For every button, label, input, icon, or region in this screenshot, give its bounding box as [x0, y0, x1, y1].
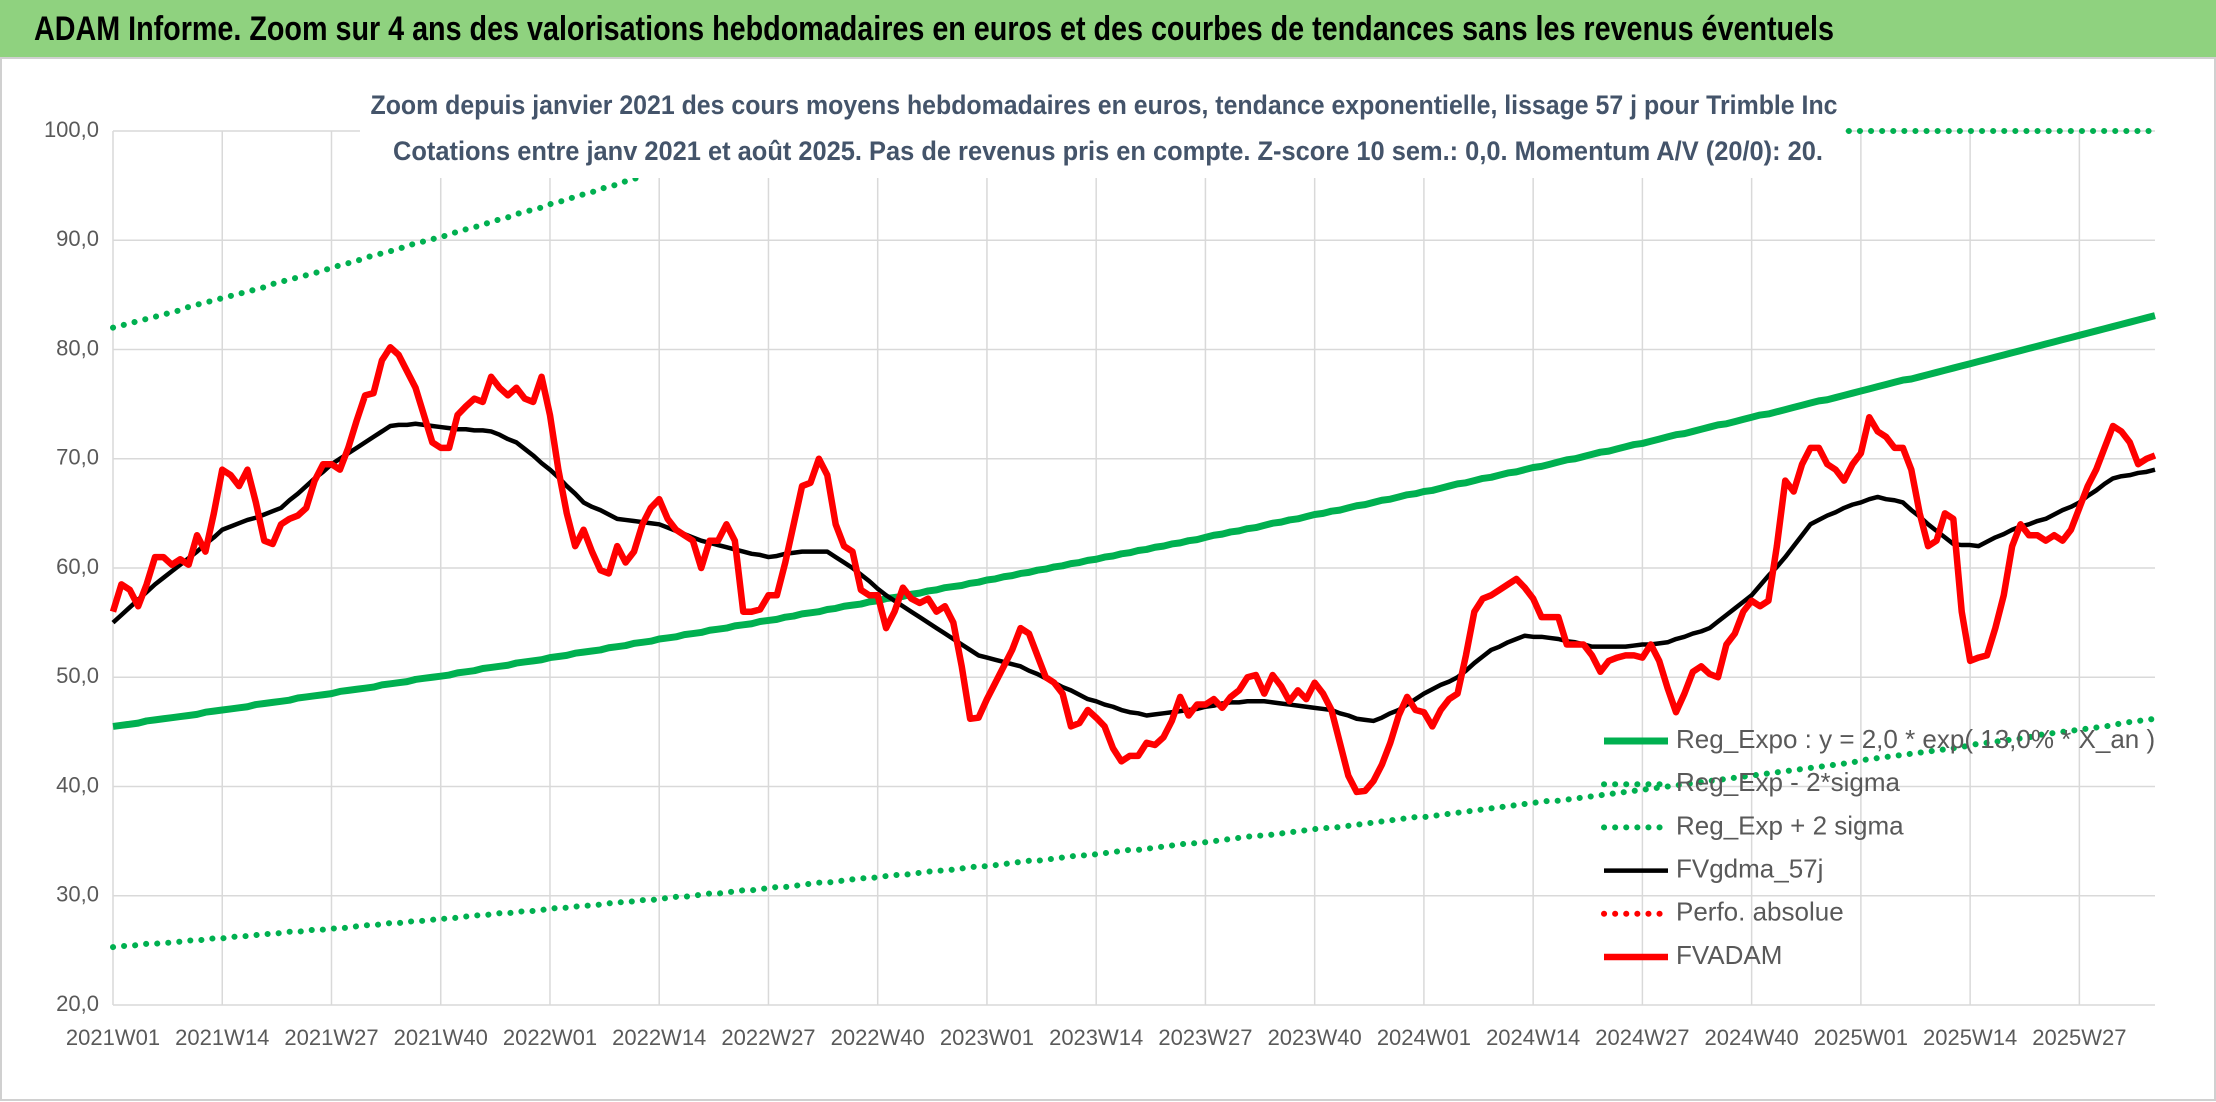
y-tick-label: 80,0 [56, 335, 99, 360]
series-line [109, 344, 2157, 796]
series-line [112, 312, 2156, 730]
x-tick-label: 2022W14 [612, 1025, 706, 1050]
x-tick-label: 2024W14 [1486, 1025, 1580, 1050]
y-tick-label: 50,0 [56, 663, 99, 688]
legend-label: FVADAM [1676, 940, 1782, 970]
x-tick-label: 2025W27 [2032, 1025, 2126, 1050]
y-tick-label: 30,0 [56, 882, 99, 907]
subtitle-box: Zoom depuis janvier 2021 des cours moyen… [360, 84, 1845, 178]
y-tick-label: 100,0 [44, 117, 99, 142]
x-tick-label: 2024W27 [1595, 1025, 1689, 1050]
y-tick-label: 90,0 [56, 226, 99, 251]
legend-label: Reg_Exp + 2 sigma [1676, 810, 1904, 840]
x-tick-label: 2023W01 [940, 1025, 1034, 1050]
x-tick-label: 2021W40 [394, 1025, 488, 1050]
x-tick-label: 2022W01 [503, 1025, 597, 1050]
y-tick-label: 60,0 [56, 554, 99, 579]
x-tick-label: 2024W40 [1705, 1025, 1799, 1050]
subtitle: Cotations entre janv 2021 et août 2025. … [393, 136, 1823, 166]
x-tick-label: 2022W27 [721, 1025, 815, 1050]
subtitle-background [360, 84, 1845, 178]
x-tick-label: 2023W40 [1268, 1025, 1362, 1050]
chart-border [0, 57, 2216, 1101]
title-banner [0, 0, 2216, 58]
x-tick-label: 2021W14 [175, 1025, 269, 1050]
legend-label: FVgdma_57j [1676, 853, 1823, 883]
x-tick-label: 2025W01 [1814, 1025, 1908, 1050]
x-tick-label: 2023W27 [1158, 1025, 1252, 1050]
x-tick-label: 2021W27 [284, 1025, 378, 1050]
y-tick-label: 70,0 [56, 445, 99, 470]
legend-label: Reg_Exp - 2*sigma [1676, 767, 1901, 797]
y-tick-label: 20,0 [56, 991, 99, 1016]
x-tick-label: 2022W40 [831, 1025, 925, 1050]
x-tick-label: 2025W14 [1923, 1025, 2017, 1050]
y-tick-label: 40,0 [56, 772, 99, 797]
legend: Reg_Expo : y = 2,0 * exp( 13,0% * X_an )… [1601, 724, 2155, 970]
grid: 20,0 30,0 40,0 50,0 60,0 70,0 80,0 90,0 100,0 202… [44, 117, 2155, 1050]
x-tick-label: 2023W14 [1049, 1025, 1143, 1050]
series-line [110, 715, 2158, 951]
legend-label: Reg_Expo : y = 2,0 * exp( 13,0% * X_an ) [1676, 724, 2155, 754]
chart-title: ADAM Informe. Zoom sur 4 ans des valoris… [34, 10, 1834, 48]
x-tick-label: 2021W01 [66, 1025, 160, 1050]
legend-label: Perfo. absolue [1676, 897, 1844, 927]
subtitle: Zoom depuis janvier 2021 des cours moyen… [371, 90, 1838, 120]
x-tick-label: 2024W01 [1377, 1025, 1471, 1050]
